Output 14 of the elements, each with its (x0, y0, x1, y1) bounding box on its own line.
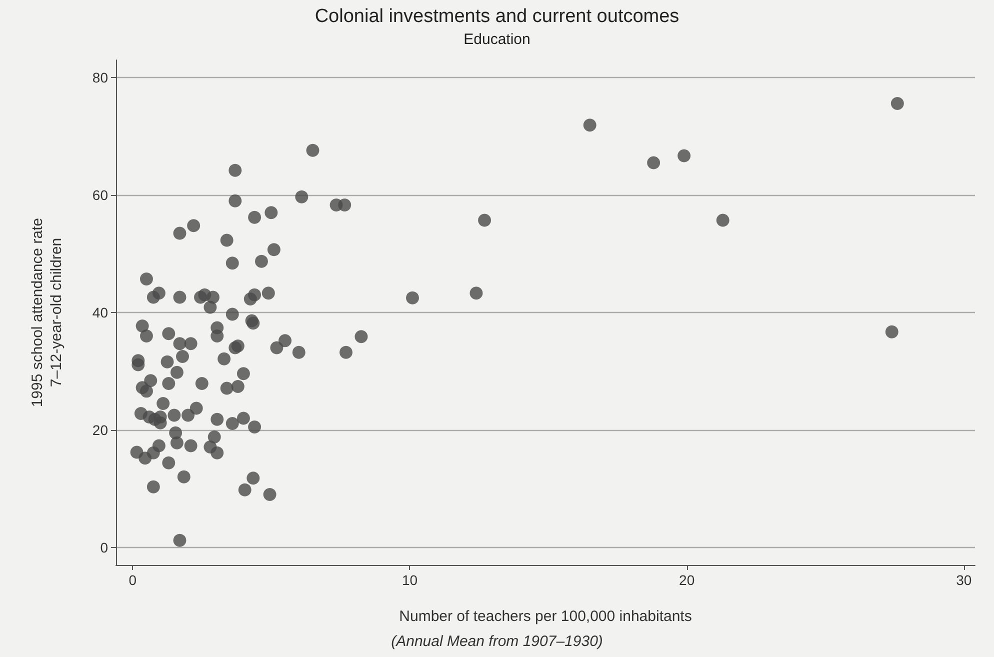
y-tick-label: 60 (92, 187, 108, 204)
chart-subtitle: Education (464, 31, 530, 48)
y-tick-label: 0 (100, 539, 108, 556)
text: (Annual Mean from 1907–1930) (391, 633, 603, 650)
y-tick-label: 80 (92, 70, 108, 86)
y-axis-title: 1995 school attendance rate 7–12-year-old children (29, 218, 65, 408)
x-tick-label: 30 (956, 572, 972, 588)
x-tick-label: 0 (128, 572, 137, 588)
y-tick-label: 20 (92, 422, 108, 438)
x-tick-label: 10 (402, 572, 418, 588)
chart-title: Colonial investments and current outcomes (314, 6, 680, 27)
x-tick-label: 20 (679, 572, 695, 588)
x-axis-title: Number of teachers per 100,000 inhabitants (399, 608, 692, 625)
y-tick-label: 40 (92, 304, 108, 320)
